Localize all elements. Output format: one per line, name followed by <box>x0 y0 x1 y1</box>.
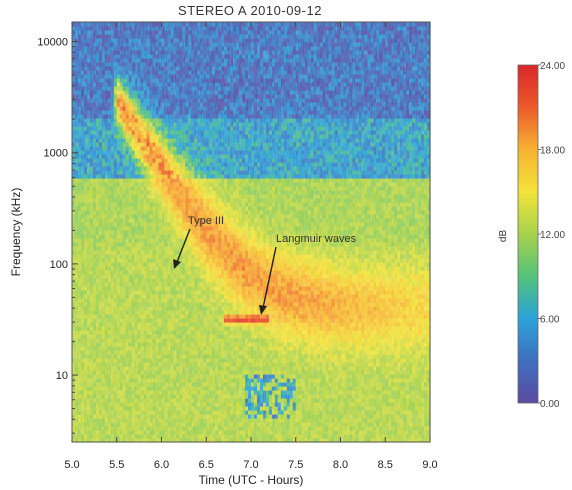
spectrogram-plot-area <box>71 21 431 443</box>
chart-title: STEREO A 2010-09-12 <box>178 3 322 18</box>
